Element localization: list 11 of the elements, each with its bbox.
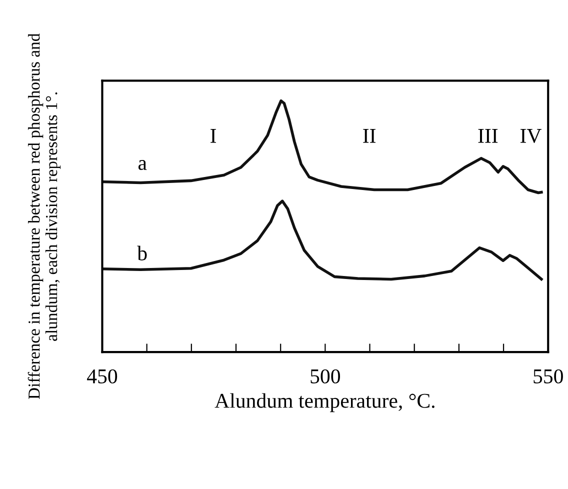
x-tick-label: 450 [87,369,118,384]
annotation: I [210,129,216,143]
annotation: III [478,129,498,143]
x-tick-label: 550 [534,369,563,384]
annotation: IV [520,129,542,144]
y-axis-title: Difference in temperature between red phosphorus and alundum, each division represents 1°. [28,33,61,400]
x-axis-title: Alundum temperature, °C. [214,393,434,412]
annotation: a [138,160,147,170]
x-tick-label: 500 [310,369,340,384]
annotation: II [363,129,376,143]
annotation: b [137,246,147,260]
